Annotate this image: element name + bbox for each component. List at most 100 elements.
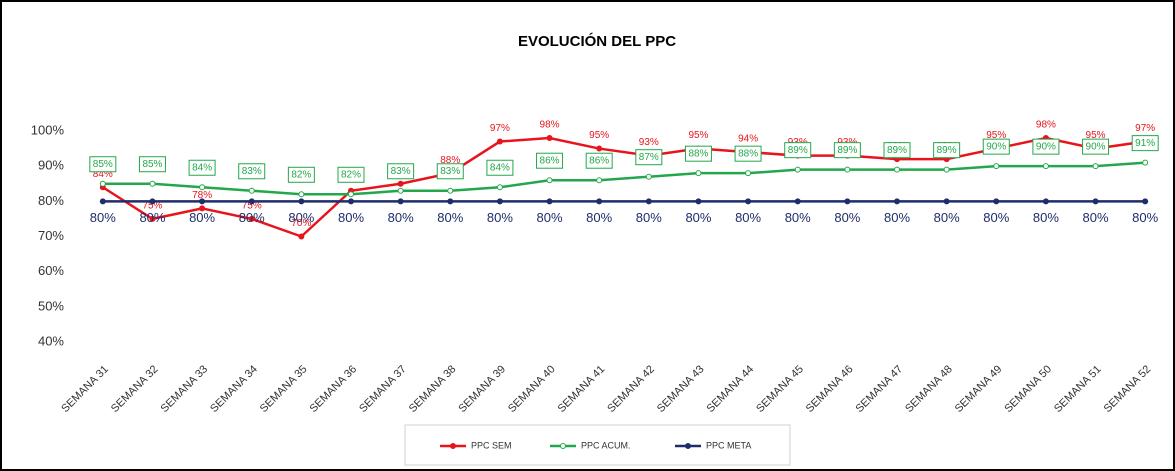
y-tick-label: 70% xyxy=(38,228,64,243)
point xyxy=(844,166,851,173)
chart-title: EVOLUCIÓN DEL PPC xyxy=(518,32,676,50)
data-label-box xyxy=(89,156,117,173)
data-label: 95% xyxy=(1086,130,1106,141)
data-label-box xyxy=(337,166,365,183)
legend-marker xyxy=(685,443,691,449)
data-label: 82% xyxy=(291,169,311,180)
point xyxy=(496,138,503,145)
point xyxy=(149,180,156,187)
data-label: 80% xyxy=(1132,210,1158,225)
point xyxy=(546,135,553,142)
legend-marker xyxy=(450,443,456,449)
y-tick-label: 100% xyxy=(31,122,65,137)
data-label: 80% xyxy=(983,210,1009,225)
point xyxy=(397,187,404,194)
point xyxy=(99,180,106,187)
legend-label: PPC ACUM. xyxy=(581,440,631,450)
point xyxy=(695,170,702,177)
data-label: 89% xyxy=(937,145,957,156)
data-label: 98% xyxy=(1036,120,1056,131)
data-label-box xyxy=(536,152,564,169)
point xyxy=(248,187,255,194)
data-label: 80% xyxy=(288,210,314,225)
y-tick-label: 90% xyxy=(38,158,64,173)
point xyxy=(248,198,255,205)
data-label: 80% xyxy=(537,210,563,225)
point xyxy=(645,173,652,180)
point xyxy=(1142,159,1149,166)
point xyxy=(943,198,950,205)
data-label: 90% xyxy=(986,141,1006,152)
point xyxy=(745,170,752,177)
point xyxy=(596,177,603,184)
point xyxy=(248,215,255,222)
data-label: 95% xyxy=(688,130,708,141)
data-label: 80% xyxy=(388,210,414,225)
point xyxy=(199,184,206,191)
data-label-box xyxy=(883,142,911,159)
point xyxy=(943,166,950,173)
y-tick-label: 40% xyxy=(38,333,64,348)
data-label: 88% xyxy=(688,148,708,159)
point xyxy=(199,198,206,205)
data-label: 86% xyxy=(540,155,560,166)
data-label: 85% xyxy=(142,159,162,170)
data-label: 75% xyxy=(142,201,162,212)
data-label: 97% xyxy=(490,123,510,134)
point xyxy=(149,198,156,205)
data-label: 80% xyxy=(1033,210,1059,225)
data-label: 87% xyxy=(639,152,659,163)
point xyxy=(745,198,752,205)
series-line xyxy=(102,136,1146,238)
data-label: 89% xyxy=(788,145,808,156)
data-label: 78% xyxy=(192,190,212,201)
data-label: 84% xyxy=(490,162,510,173)
data-label-box xyxy=(784,142,812,159)
point xyxy=(496,184,503,191)
point xyxy=(794,166,801,173)
point xyxy=(546,198,553,205)
point xyxy=(1142,198,1149,205)
data-label: 80% xyxy=(338,210,364,225)
data-label: 83% xyxy=(242,166,262,177)
point xyxy=(149,215,156,222)
y-tick-label: 50% xyxy=(38,298,64,313)
data-label-box xyxy=(833,142,861,159)
point xyxy=(596,198,603,205)
point xyxy=(298,198,305,205)
point xyxy=(496,198,503,205)
data-label: 97% xyxy=(1135,123,1155,134)
point xyxy=(695,198,702,205)
point xyxy=(844,198,851,205)
data-label: 95% xyxy=(986,130,1006,141)
data-label: 80% xyxy=(90,210,116,225)
point xyxy=(348,191,354,198)
data-label: 70% xyxy=(291,218,311,229)
data-label: 86% xyxy=(589,155,609,166)
legend-box xyxy=(404,424,791,466)
legend-label: PPC META xyxy=(706,440,751,450)
data-label: 93% xyxy=(639,137,659,148)
data-label: 90% xyxy=(1086,141,1106,152)
data-label-box xyxy=(1032,138,1060,155)
point xyxy=(794,198,801,205)
data-label-box xyxy=(238,163,266,180)
data-label: 80% xyxy=(785,210,811,225)
point xyxy=(894,198,900,205)
data-label: 89% xyxy=(837,145,857,156)
data-label: 91% xyxy=(1135,138,1155,149)
data-label: 84% xyxy=(192,162,212,173)
data-label: 80% xyxy=(1083,210,1109,225)
point xyxy=(298,191,305,198)
data-label: 88% xyxy=(738,148,758,159)
data-label: 80% xyxy=(735,210,761,225)
point xyxy=(348,198,354,205)
data-label: 80% xyxy=(139,210,165,225)
point xyxy=(645,198,652,205)
data-label: 82% xyxy=(341,169,361,180)
legend-label: PPC SEM xyxy=(471,440,512,450)
data-label: 84% xyxy=(93,169,113,180)
point xyxy=(1042,198,1049,205)
point xyxy=(397,198,404,205)
data-label-box xyxy=(287,166,315,183)
